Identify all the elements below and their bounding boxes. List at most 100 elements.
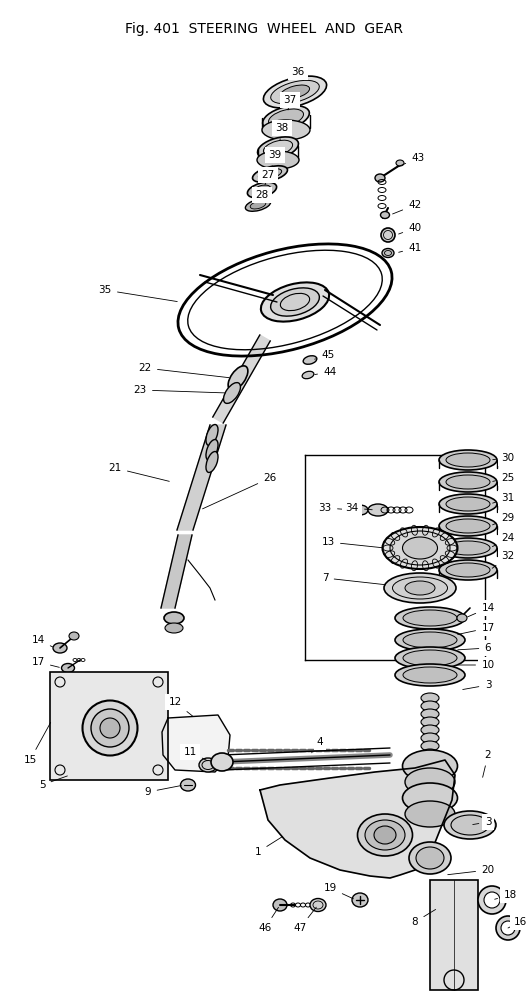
- Polygon shape: [161, 535, 192, 608]
- Ellipse shape: [206, 452, 218, 473]
- Ellipse shape: [392, 577, 448, 599]
- Ellipse shape: [382, 527, 457, 569]
- Ellipse shape: [439, 516, 497, 536]
- Ellipse shape: [223, 383, 240, 404]
- Text: 42: 42: [393, 200, 422, 214]
- Ellipse shape: [402, 537, 438, 559]
- Polygon shape: [162, 715, 230, 772]
- Text: 25: 25: [493, 473, 515, 483]
- Ellipse shape: [446, 519, 490, 533]
- Ellipse shape: [421, 701, 439, 711]
- Ellipse shape: [421, 717, 439, 727]
- Polygon shape: [177, 425, 226, 530]
- Ellipse shape: [436, 900, 454, 916]
- Ellipse shape: [211, 753, 233, 771]
- Ellipse shape: [396, 160, 404, 166]
- Text: 3: 3: [473, 817, 492, 827]
- Text: 8: 8: [412, 909, 436, 927]
- Ellipse shape: [248, 182, 277, 197]
- Ellipse shape: [446, 541, 490, 555]
- Ellipse shape: [439, 560, 497, 580]
- Ellipse shape: [206, 440, 218, 461]
- Ellipse shape: [496, 916, 520, 940]
- Text: 20: 20: [448, 865, 495, 875]
- Text: 9: 9: [145, 786, 181, 797]
- Ellipse shape: [206, 425, 218, 446]
- Ellipse shape: [165, 623, 183, 633]
- Text: 39: 39: [268, 150, 281, 167]
- Ellipse shape: [53, 643, 67, 653]
- Ellipse shape: [395, 607, 465, 629]
- Ellipse shape: [365, 820, 405, 850]
- Text: 16: 16: [508, 917, 526, 928]
- Text: 32: 32: [492, 551, 515, 568]
- Ellipse shape: [395, 629, 465, 651]
- Text: 33: 33: [318, 503, 352, 513]
- Text: 37: 37: [284, 95, 297, 110]
- Ellipse shape: [403, 650, 457, 666]
- Ellipse shape: [402, 783, 457, 813]
- Ellipse shape: [446, 475, 490, 489]
- Polygon shape: [260, 760, 455, 878]
- Text: 41: 41: [399, 243, 422, 253]
- Ellipse shape: [421, 693, 439, 703]
- Ellipse shape: [405, 801, 455, 827]
- Ellipse shape: [181, 779, 195, 791]
- Text: 45: 45: [315, 350, 335, 360]
- Ellipse shape: [61, 663, 74, 673]
- Text: 7: 7: [322, 573, 385, 584]
- Text: 40: 40: [399, 223, 421, 234]
- Ellipse shape: [402, 750, 457, 782]
- Text: 26: 26: [203, 473, 277, 508]
- Ellipse shape: [457, 614, 467, 622]
- Text: 34: 34: [345, 503, 372, 513]
- Ellipse shape: [357, 814, 412, 856]
- Text: 5: 5: [39, 776, 68, 790]
- Text: 17: 17: [458, 623, 495, 634]
- Text: 14: 14: [468, 603, 495, 617]
- Ellipse shape: [100, 718, 120, 738]
- Text: 27: 27: [261, 170, 275, 185]
- Text: 30: 30: [493, 453, 515, 463]
- Ellipse shape: [403, 632, 457, 648]
- Ellipse shape: [446, 453, 490, 467]
- Ellipse shape: [310, 898, 326, 911]
- Ellipse shape: [69, 632, 79, 640]
- Ellipse shape: [82, 701, 137, 756]
- Text: 29: 29: [493, 513, 515, 524]
- Ellipse shape: [439, 450, 497, 470]
- Text: Fig. 401  STEERING  WHEEL  AND  GEAR: Fig. 401 STEERING WHEEL AND GEAR: [125, 22, 403, 36]
- Ellipse shape: [421, 733, 439, 743]
- Ellipse shape: [273, 899, 287, 911]
- Ellipse shape: [368, 504, 388, 516]
- Ellipse shape: [252, 166, 287, 182]
- Text: 31: 31: [493, 493, 515, 503]
- Ellipse shape: [421, 749, 439, 759]
- Ellipse shape: [382, 248, 394, 257]
- Text: 3: 3: [463, 680, 492, 690]
- Ellipse shape: [352, 893, 368, 907]
- Polygon shape: [213, 335, 270, 423]
- Ellipse shape: [91, 709, 129, 747]
- Text: 21: 21: [108, 463, 169, 482]
- Ellipse shape: [271, 288, 319, 316]
- Ellipse shape: [375, 174, 385, 182]
- Ellipse shape: [421, 725, 439, 735]
- Ellipse shape: [381, 228, 395, 242]
- Text: 44: 44: [315, 367, 337, 377]
- Ellipse shape: [262, 120, 310, 140]
- Text: 11: 11: [183, 747, 208, 761]
- Ellipse shape: [246, 198, 271, 211]
- Text: 22: 22: [138, 363, 229, 378]
- Ellipse shape: [501, 921, 515, 935]
- Text: 13: 13: [322, 537, 382, 547]
- Ellipse shape: [478, 886, 506, 914]
- Text: 38: 38: [276, 123, 289, 140]
- Ellipse shape: [431, 896, 459, 920]
- Ellipse shape: [271, 81, 319, 104]
- Text: 1: 1: [254, 836, 282, 857]
- Ellipse shape: [228, 366, 248, 390]
- Ellipse shape: [403, 610, 457, 626]
- Text: 36: 36: [291, 67, 305, 77]
- Text: 15: 15: [23, 723, 51, 765]
